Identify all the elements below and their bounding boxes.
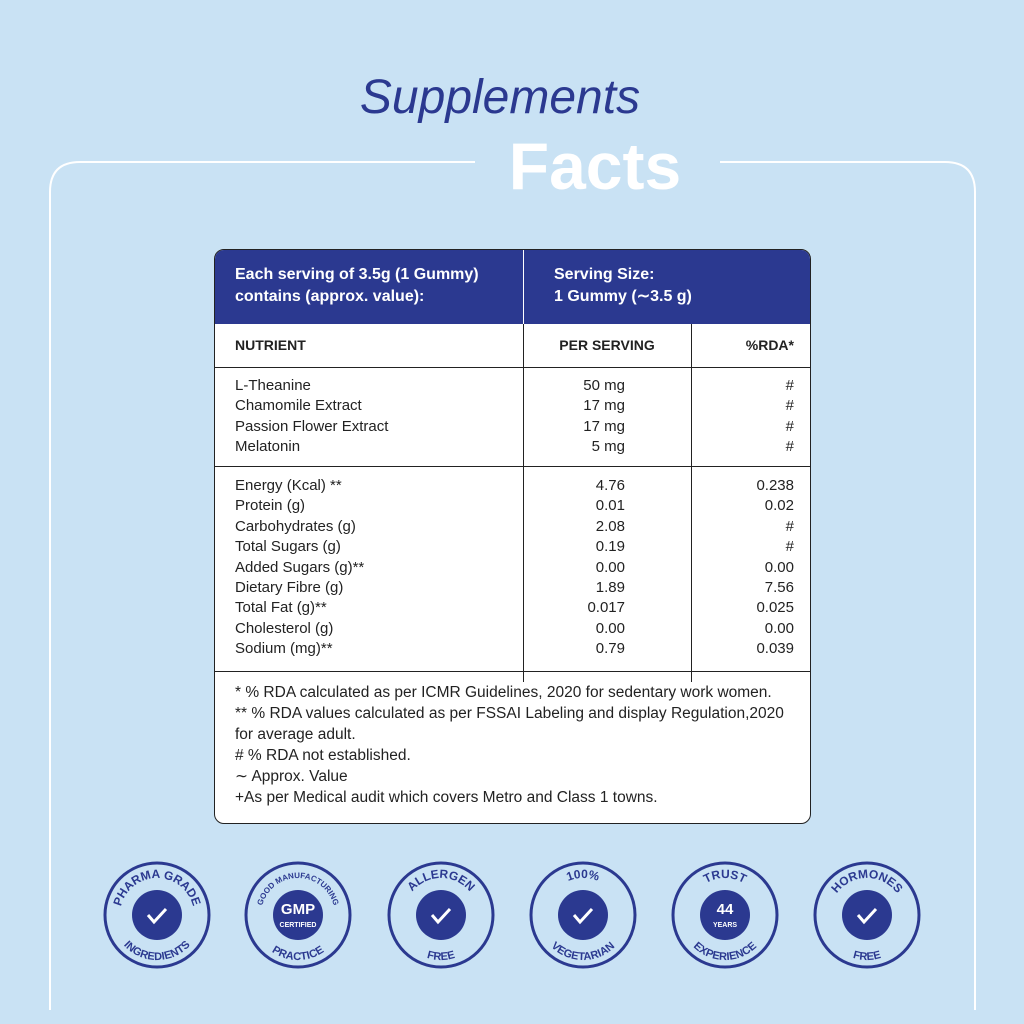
nutrient: Total Fat (g)**: [235, 599, 327, 617]
nutrient: Total Sugars (g): [235, 538, 341, 556]
rda: #: [785, 517, 794, 535]
badge-top: 100%: [565, 867, 602, 884]
table-header: Each serving of 3.5g (1 Gummy) contains …: [215, 250, 810, 324]
column-header: NUTRIENT: [235, 337, 306, 353]
serving-note-line: Each serving of 3.5g (1 Gummy): [235, 266, 479, 283]
badge-bottom-text: FREE: [852, 949, 882, 963]
frame-left: [49, 161, 475, 1010]
facts-table: Each serving of 3.5g (1 Gummy) contains …: [214, 249, 811, 824]
per-serving: 0.79: [595, 640, 625, 658]
rda: 0.00: [764, 558, 794, 576]
serving-note: Each serving of 3.5g (1 Gummy) contains …: [235, 264, 479, 308]
badge-center: YEARS: [713, 922, 737, 929]
per-serving: 1.89: [595, 579, 625, 596]
footnote: ** % RDA values calculated as per FSSAI …: [235, 705, 784, 743]
nutrient: Dietary Fibre (g): [235, 579, 344, 596]
nutrient: Carbohydrates (g): [235, 517, 356, 535]
badge-bottom-text: PRACTICE: [270, 944, 326, 963]
rule: [215, 466, 810, 467]
badge-icon: [146, 907, 168, 925]
footnote: ∼ Approx. Value: [235, 768, 348, 785]
rda: #: [785, 377, 794, 394]
serving-size: Serving Size: 1 Gummy (∼3.5 g): [554, 264, 692, 308]
badge-core: [132, 890, 182, 940]
column-header: PER SERVING: [559, 337, 655, 353]
badge-top-text: 100%: [565, 867, 602, 884]
rda: #: [785, 397, 794, 415]
nutrient: Cholesterol (g): [235, 619, 334, 637]
per-serving: 5 mg: [591, 438, 625, 456]
nutrient: Melatonin: [235, 438, 301, 456]
column-header: %RDA*: [745, 337, 794, 353]
divider: [691, 324, 692, 682]
badge-center: 44: [717, 901, 734, 918]
per-serving: 0.01: [595, 497, 625, 515]
badge-icon: [856, 907, 878, 925]
badge-icon: [430, 907, 452, 925]
per-serving: 17 mg: [583, 417, 625, 435]
badge-bottom: FREE: [426, 949, 456, 963]
badge-bottom-text: FREE: [426, 949, 456, 963]
serving-size-line: Serving Size:: [554, 266, 655, 283]
rda: 0.02: [764, 497, 794, 515]
rda: 0.039: [756, 640, 794, 658]
footnote: * % RDA calculated as per ICMR Guideline…: [235, 684, 772, 701]
per-serving: 0.00: [595, 619, 625, 637]
nutrient: Protein (g): [235, 497, 306, 515]
nutrient: Passion Flower Extract: [235, 417, 389, 435]
badge-core: [416, 890, 466, 940]
badge: 100%VEGETARIAN: [529, 861, 637, 969]
serving-note-line: contains (approx. value):: [235, 288, 425, 305]
badge-core: [700, 890, 750, 940]
divider: [523, 250, 524, 324]
rule: [215, 367, 810, 368]
per-serving: 17 mg: [583, 397, 625, 415]
per-serving: 0.00: [595, 558, 625, 576]
frame-right: [720, 161, 976, 1010]
badge-core: [842, 890, 892, 940]
per-serving: 50 mg: [583, 377, 625, 394]
footnote: +As per Medical audit which covers Metro…: [235, 789, 658, 806]
rda: 7.56: [764, 579, 794, 596]
title: Supplements: [359, 71, 641, 124]
nutrient: Added Sugars (g)**: [235, 558, 365, 576]
badge-center: GMP: [281, 901, 315, 918]
nutrient: Sodium (mg)**: [235, 640, 333, 658]
rda: 0.00: [764, 619, 794, 637]
badge-top: TRUST: [701, 867, 749, 886]
serving-size-line: 1 Gummy (∼3.5 g): [554, 288, 692, 305]
rule: [215, 671, 810, 672]
nutrient: L-Theanine: [235, 377, 311, 394]
per-serving: 4.76: [595, 477, 625, 494]
title-bold: Facts: [508, 129, 682, 203]
badge-center: CERTIFIED: [280, 922, 317, 929]
badge-bottom: FREE: [852, 949, 882, 963]
rda: #: [785, 538, 794, 556]
rda: 0.238: [756, 477, 794, 494]
rda: #: [785, 417, 794, 435]
per-serving: 2.08: [595, 517, 625, 535]
nutrient: Energy (Kcal) **: [235, 477, 342, 494]
rda: #: [785, 438, 794, 456]
footnotes: * % RDA calculated as per ICMR Guideline…: [235, 682, 795, 808]
badge-top-text: TRUST: [701, 867, 749, 886]
per-serving: 0.017: [587, 599, 625, 617]
badge-icon: [572, 907, 594, 925]
badge-bottom: PRACTICE: [270, 944, 326, 963]
badge-core: [273, 890, 323, 940]
per-serving: 0.19: [595, 538, 625, 556]
rda: 0.025: [756, 599, 794, 617]
badge-core: [558, 890, 608, 940]
nutrient: Chamomile Extract: [235, 397, 362, 415]
footnote: # % RDA not established.: [235, 747, 411, 764]
